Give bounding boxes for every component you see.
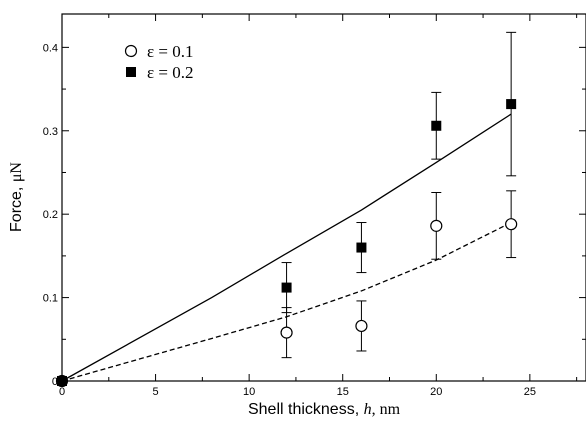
x-axis-label-post: , nm — [372, 401, 401, 418]
x-tick-label: 5 — [153, 386, 159, 398]
error-bars — [281, 31, 517, 359]
x-axis-label-var: h — [364, 401, 372, 418]
data-point-square — [506, 99, 517, 110]
y-tick-label: 0.1 — [43, 293, 58, 305]
legend-marker-open-circle — [124, 44, 138, 58]
fit-lines — [61, 113, 512, 382]
data-point-circle — [355, 319, 368, 333]
data-markers — [55, 99, 518, 388]
x-tick-label: 10 — [243, 386, 255, 398]
data-point-circle — [280, 326, 293, 339]
axis-ticks: 0 5 10 15 20 25 0 0.1 0.2 0.3 0.4 — [43, 14, 586, 398]
data-point-square — [431, 120, 442, 131]
y-tick-label: 0.3 — [43, 126, 58, 138]
y-axis-label-pre: Force, — [8, 182, 25, 232]
y-axis-label: Force, μN — [8, 162, 25, 232]
plot-frame — [61, 13, 586, 382]
data-point-square — [281, 282, 292, 293]
legend-marker-filled-square — [126, 67, 136, 77]
y-tick-label: 0.4 — [43, 42, 58, 54]
x-tick-label: 15 — [337, 386, 349, 398]
y-tick-label: 0 — [52, 376, 58, 388]
fit-line-series-2 — [61, 113, 512, 382]
y-axis-label-unit: μN — [8, 162, 25, 183]
legend-label-series-1: ε = 0.1 — [147, 42, 193, 61]
x-axis-label-pre: Shell thickness, — [248, 401, 364, 418]
data-point-square — [356, 242, 367, 253]
legend-label-series-2: ε = 0.2 — [147, 63, 193, 82]
fit-line-series-1 — [61, 221, 512, 382]
y-tick-label: 0.2 — [43, 209, 58, 221]
data-point-circle — [430, 219, 443, 232]
data-point-circle — [505, 218, 518, 231]
x-axis-label: Shell thickness, h, nm — [248, 401, 401, 418]
x-tick-label: 25 — [524, 386, 536, 398]
legend: ε = 0.1 ε = 0.2 — [124, 42, 193, 82]
data-point-square — [57, 376, 67, 386]
x-tick-label: 20 — [430, 386, 442, 398]
x-tick-label: 0 — [59, 386, 65, 398]
